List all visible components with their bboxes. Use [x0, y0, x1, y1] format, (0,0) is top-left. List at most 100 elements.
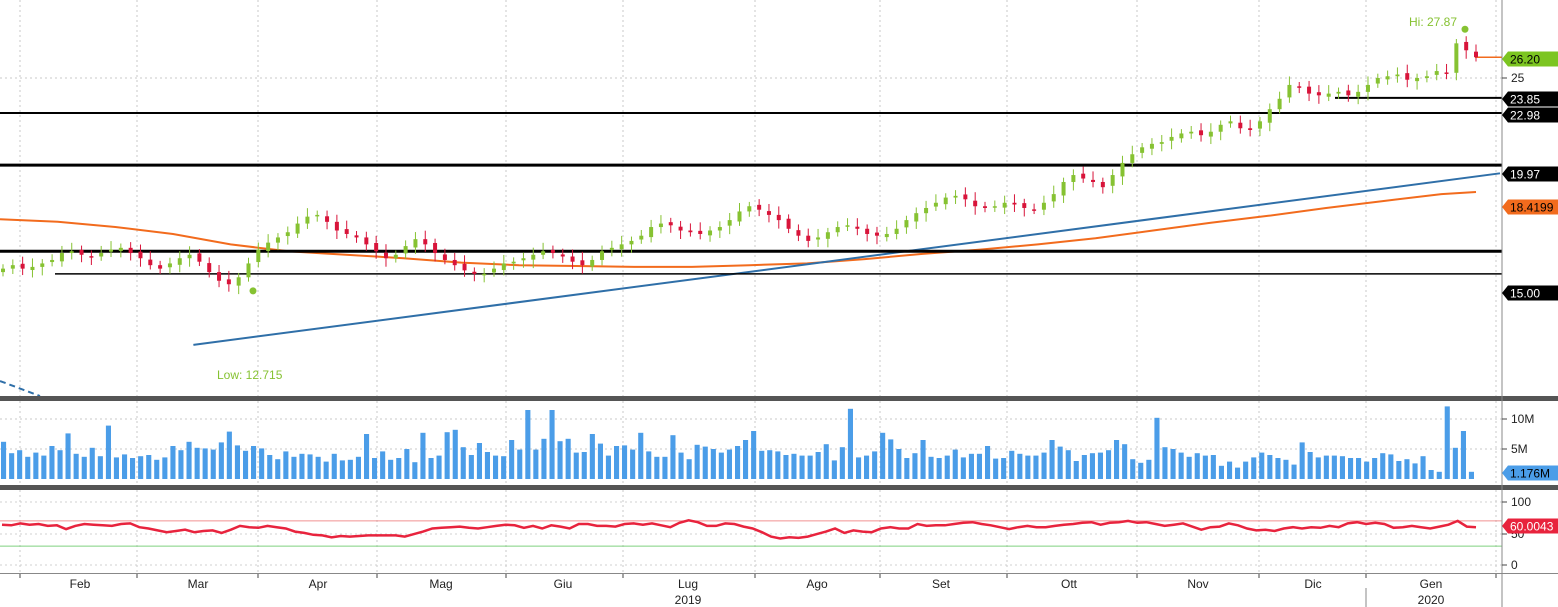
candle-body [1228, 121, 1233, 124]
candle-body [1405, 73, 1410, 80]
volume-bar [549, 410, 555, 479]
volume-bar [1412, 463, 1418, 479]
candle-body [1267, 109, 1272, 123]
volume-bar [404, 449, 410, 479]
volume-bar [928, 456, 934, 479]
moving-average-badge-shape [1502, 199, 1558, 215]
trend-line [193, 172, 1501, 346]
candle-body [305, 216, 310, 224]
candle-body [217, 272, 222, 281]
volume-bar [122, 454, 128, 479]
candle-body [374, 242, 379, 252]
volume-bar [1202, 455, 1208, 479]
volume-bar [751, 431, 757, 479]
candle-body [364, 237, 369, 245]
candle-body [1297, 86, 1302, 88]
volume-bar [686, 459, 692, 479]
volume-bar [976, 453, 982, 479]
candle-body [69, 251, 74, 254]
volume-bar [541, 438, 547, 479]
candle-body [89, 256, 94, 258]
candle-body [197, 253, 202, 262]
volume-bar [646, 451, 652, 479]
volume-bar [315, 456, 321, 479]
month-label: Gen [1420, 577, 1443, 591]
price-volume-divider[interactable] [0, 396, 1558, 401]
volume-bar [283, 451, 289, 479]
candle-body [658, 223, 663, 228]
candle-body [1189, 131, 1194, 134]
volume-bar [823, 444, 829, 479]
level-badge-23-85: 23.85 [1502, 91, 1558, 107]
volume-bar [89, 447, 95, 479]
volume-bar [1218, 465, 1224, 479]
level-badge-19-97-text: 19.97 [1510, 168, 1540, 182]
volume-bar [1299, 442, 1305, 479]
candle-body [1100, 181, 1105, 188]
candle-body [492, 268, 496, 273]
candle-body [1061, 181, 1066, 196]
volume-bar [960, 457, 966, 479]
candle-body [1041, 202, 1046, 210]
volume-bar [1323, 455, 1329, 479]
volume-bar [597, 443, 603, 479]
candle-body [383, 252, 388, 259]
volume-bar [1025, 455, 1031, 479]
volume-tick-label: 5M [1511, 442, 1528, 456]
candle-body [344, 229, 349, 234]
trend-line-layer [0, 172, 1501, 397]
candle-body [776, 214, 781, 221]
candle-body [511, 261, 516, 264]
rsi-last-badge-text: 60.0043 [1510, 520, 1554, 534]
candle-body [992, 206, 997, 208]
rsi-line-layer [0, 519, 1502, 547]
volume-bar [920, 440, 926, 479]
volume-bar [380, 451, 386, 479]
price-tick-label: 25 [1511, 71, 1525, 85]
volume-bar [743, 440, 749, 479]
month-label: Mar [188, 577, 209, 591]
volume-bar [1291, 464, 1297, 479]
volume-bar [1404, 459, 1410, 479]
volume-bar [993, 458, 999, 479]
candle-body [825, 232, 830, 239]
volume-bar [1194, 453, 1200, 479]
volume-rsi-divider[interactable] [0, 485, 1558, 490]
candle-body [30, 266, 35, 271]
volume-last-badge-text: 1.176M [1510, 467, 1550, 481]
candle-body [560, 254, 565, 257]
volume-bar [218, 442, 224, 479]
candle-body [884, 233, 889, 238]
level-badge-22-98-text: 22.98 [1510, 109, 1540, 123]
value-badges: 26.20 23.85 22.98 19.97 18.4199 15.00 1.176M 60… [1502, 51, 1558, 534]
volume-bar [484, 452, 490, 479]
candle-body [1454, 43, 1459, 73]
candle-body [59, 253, 64, 262]
volume-bar [1073, 461, 1079, 479]
candle-body [1238, 122, 1243, 129]
candle-body [1277, 98, 1282, 110]
candle-body [413, 239, 418, 248]
volume-bar [662, 456, 668, 479]
candle-body [796, 230, 801, 236]
candle-body [403, 246, 408, 254]
volume-bar [331, 453, 337, 479]
volume-bar [1057, 446, 1063, 479]
candle-body [727, 220, 732, 226]
level-badge-15-00-text: 15.00 [1510, 287, 1540, 301]
candle-body [246, 263, 251, 278]
candle-body [766, 211, 771, 215]
candle-body [521, 258, 526, 261]
candle-body [187, 254, 192, 259]
volume-bar [1380, 453, 1386, 479]
volume-bar [1065, 450, 1071, 479]
candle-body [501, 263, 506, 271]
volume-bar [605, 455, 611, 479]
time-axis: Feb Mar Apr Mag Giu Lug Ago Set Ott Nov Dic Gen 2019… [19, 574, 1497, 607]
volume-bar [243, 450, 249, 479]
candle-body [1032, 209, 1037, 211]
volume-bar [307, 454, 313, 479]
candle-body [717, 227, 722, 231]
